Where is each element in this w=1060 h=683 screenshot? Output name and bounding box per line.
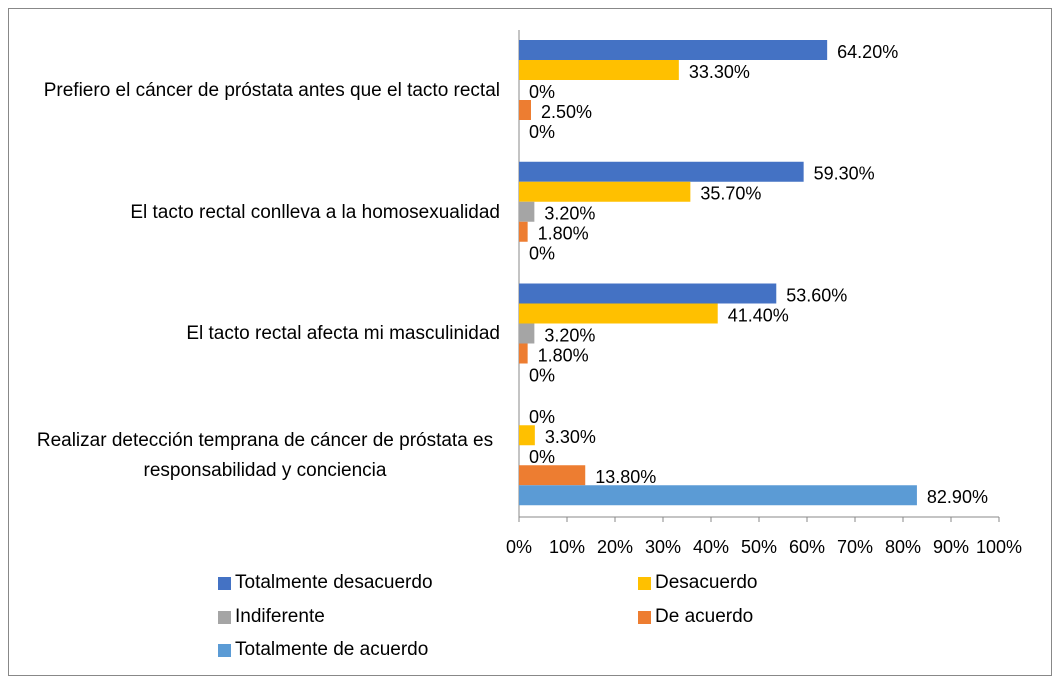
x-tick-label: 0% bbox=[506, 537, 532, 557]
category-label: Realizar detección temprana de cáncer de… bbox=[20, 416, 500, 496]
value-label: 2.50% bbox=[541, 102, 592, 122]
value-label: 0% bbox=[529, 82, 555, 102]
legend-item: Indiferente bbox=[218, 605, 325, 629]
bar bbox=[519, 465, 586, 486]
bar bbox=[519, 221, 528, 242]
x-tick-label: 80% bbox=[885, 537, 921, 557]
category-label: El tacto rectal conlleva a la homosexual… bbox=[20, 173, 500, 253]
legend-swatch bbox=[638, 576, 651, 590]
legend-swatch bbox=[638, 610, 651, 624]
bar bbox=[519, 60, 679, 80]
value-label: 0% bbox=[529, 122, 555, 142]
x-tick-label: 30% bbox=[645, 537, 681, 557]
value-label: 64.20% bbox=[837, 42, 898, 62]
bar bbox=[519, 283, 777, 304]
bar bbox=[519, 181, 691, 202]
bar bbox=[519, 425, 535, 446]
legend-label: De acuerdo bbox=[655, 606, 754, 627]
x-tick-label: 100% bbox=[976, 537, 1022, 557]
value-label: 53.60% bbox=[786, 285, 847, 305]
value-label: 3.30% bbox=[545, 427, 596, 447]
value-label: 82.90% bbox=[927, 487, 988, 507]
value-label: 0% bbox=[529, 244, 555, 264]
bar bbox=[519, 303, 718, 324]
x-tick-label: 70% bbox=[837, 537, 873, 557]
value-label: 35.70% bbox=[700, 184, 761, 204]
legend-item: Totalmente desacuerdo bbox=[218, 571, 433, 595]
category-text: Prefiero el cáncer de próstata antes que… bbox=[43, 79, 500, 101]
category-label: El tacto rectal afecta mi masculinidad bbox=[20, 294, 500, 374]
category-label: Prefiero el cáncer de próstata antes que… bbox=[20, 51, 500, 131]
legend-swatch bbox=[218, 610, 231, 624]
value-label: 3.20% bbox=[544, 325, 595, 345]
legend-item: De acuerdo bbox=[638, 605, 753, 629]
legend-item: Desacuerdo bbox=[638, 571, 757, 595]
bar bbox=[519, 343, 528, 364]
legend-swatch bbox=[218, 643, 231, 657]
category-text: Realizar detección temprana de cáncer de… bbox=[36, 430, 494, 482]
legend-label: Indiferente bbox=[235, 606, 325, 627]
category-text: El tacto rectal afecta mi masculinidad bbox=[186, 323, 500, 345]
legend-label: Desacuerdo bbox=[655, 572, 758, 593]
value-label: 1.80% bbox=[538, 345, 589, 365]
x-tick-label: 90% bbox=[933, 537, 969, 557]
legend-label: Totalmente de acuerdo bbox=[235, 639, 429, 660]
chart-border bbox=[8, 8, 1052, 676]
bar bbox=[519, 485, 917, 506]
x-tick-label: 60% bbox=[789, 537, 825, 557]
value-label: 0% bbox=[529, 447, 555, 467]
category-text: El tacto rectal conlleva a la homosexual… bbox=[130, 201, 500, 223]
bar bbox=[519, 323, 535, 344]
x-tick-label: 20% bbox=[597, 537, 633, 557]
x-tick-label: 10% bbox=[549, 537, 585, 557]
bar bbox=[519, 40, 828, 60]
value-label: 0% bbox=[529, 407, 555, 427]
bar bbox=[519, 161, 804, 182]
legend-swatch bbox=[218, 576, 231, 590]
value-label: 59.30% bbox=[814, 164, 875, 184]
value-label: 33.30% bbox=[689, 62, 750, 82]
x-tick-label: 40% bbox=[693, 537, 729, 557]
legend-label: Totalmente desacuerdo bbox=[235, 572, 433, 593]
bar bbox=[519, 100, 531, 120]
bar bbox=[519, 201, 535, 222]
value-label: 3.20% bbox=[544, 204, 595, 224]
value-label: 13.80% bbox=[595, 467, 656, 487]
x-tick-label: 50% bbox=[741, 537, 777, 557]
value-label: 0% bbox=[529, 365, 555, 385]
value-label: 1.80% bbox=[538, 224, 589, 244]
legend-item: Totalmente de acuerdo bbox=[218, 638, 428, 662]
value-label: 41.40% bbox=[728, 305, 789, 325]
